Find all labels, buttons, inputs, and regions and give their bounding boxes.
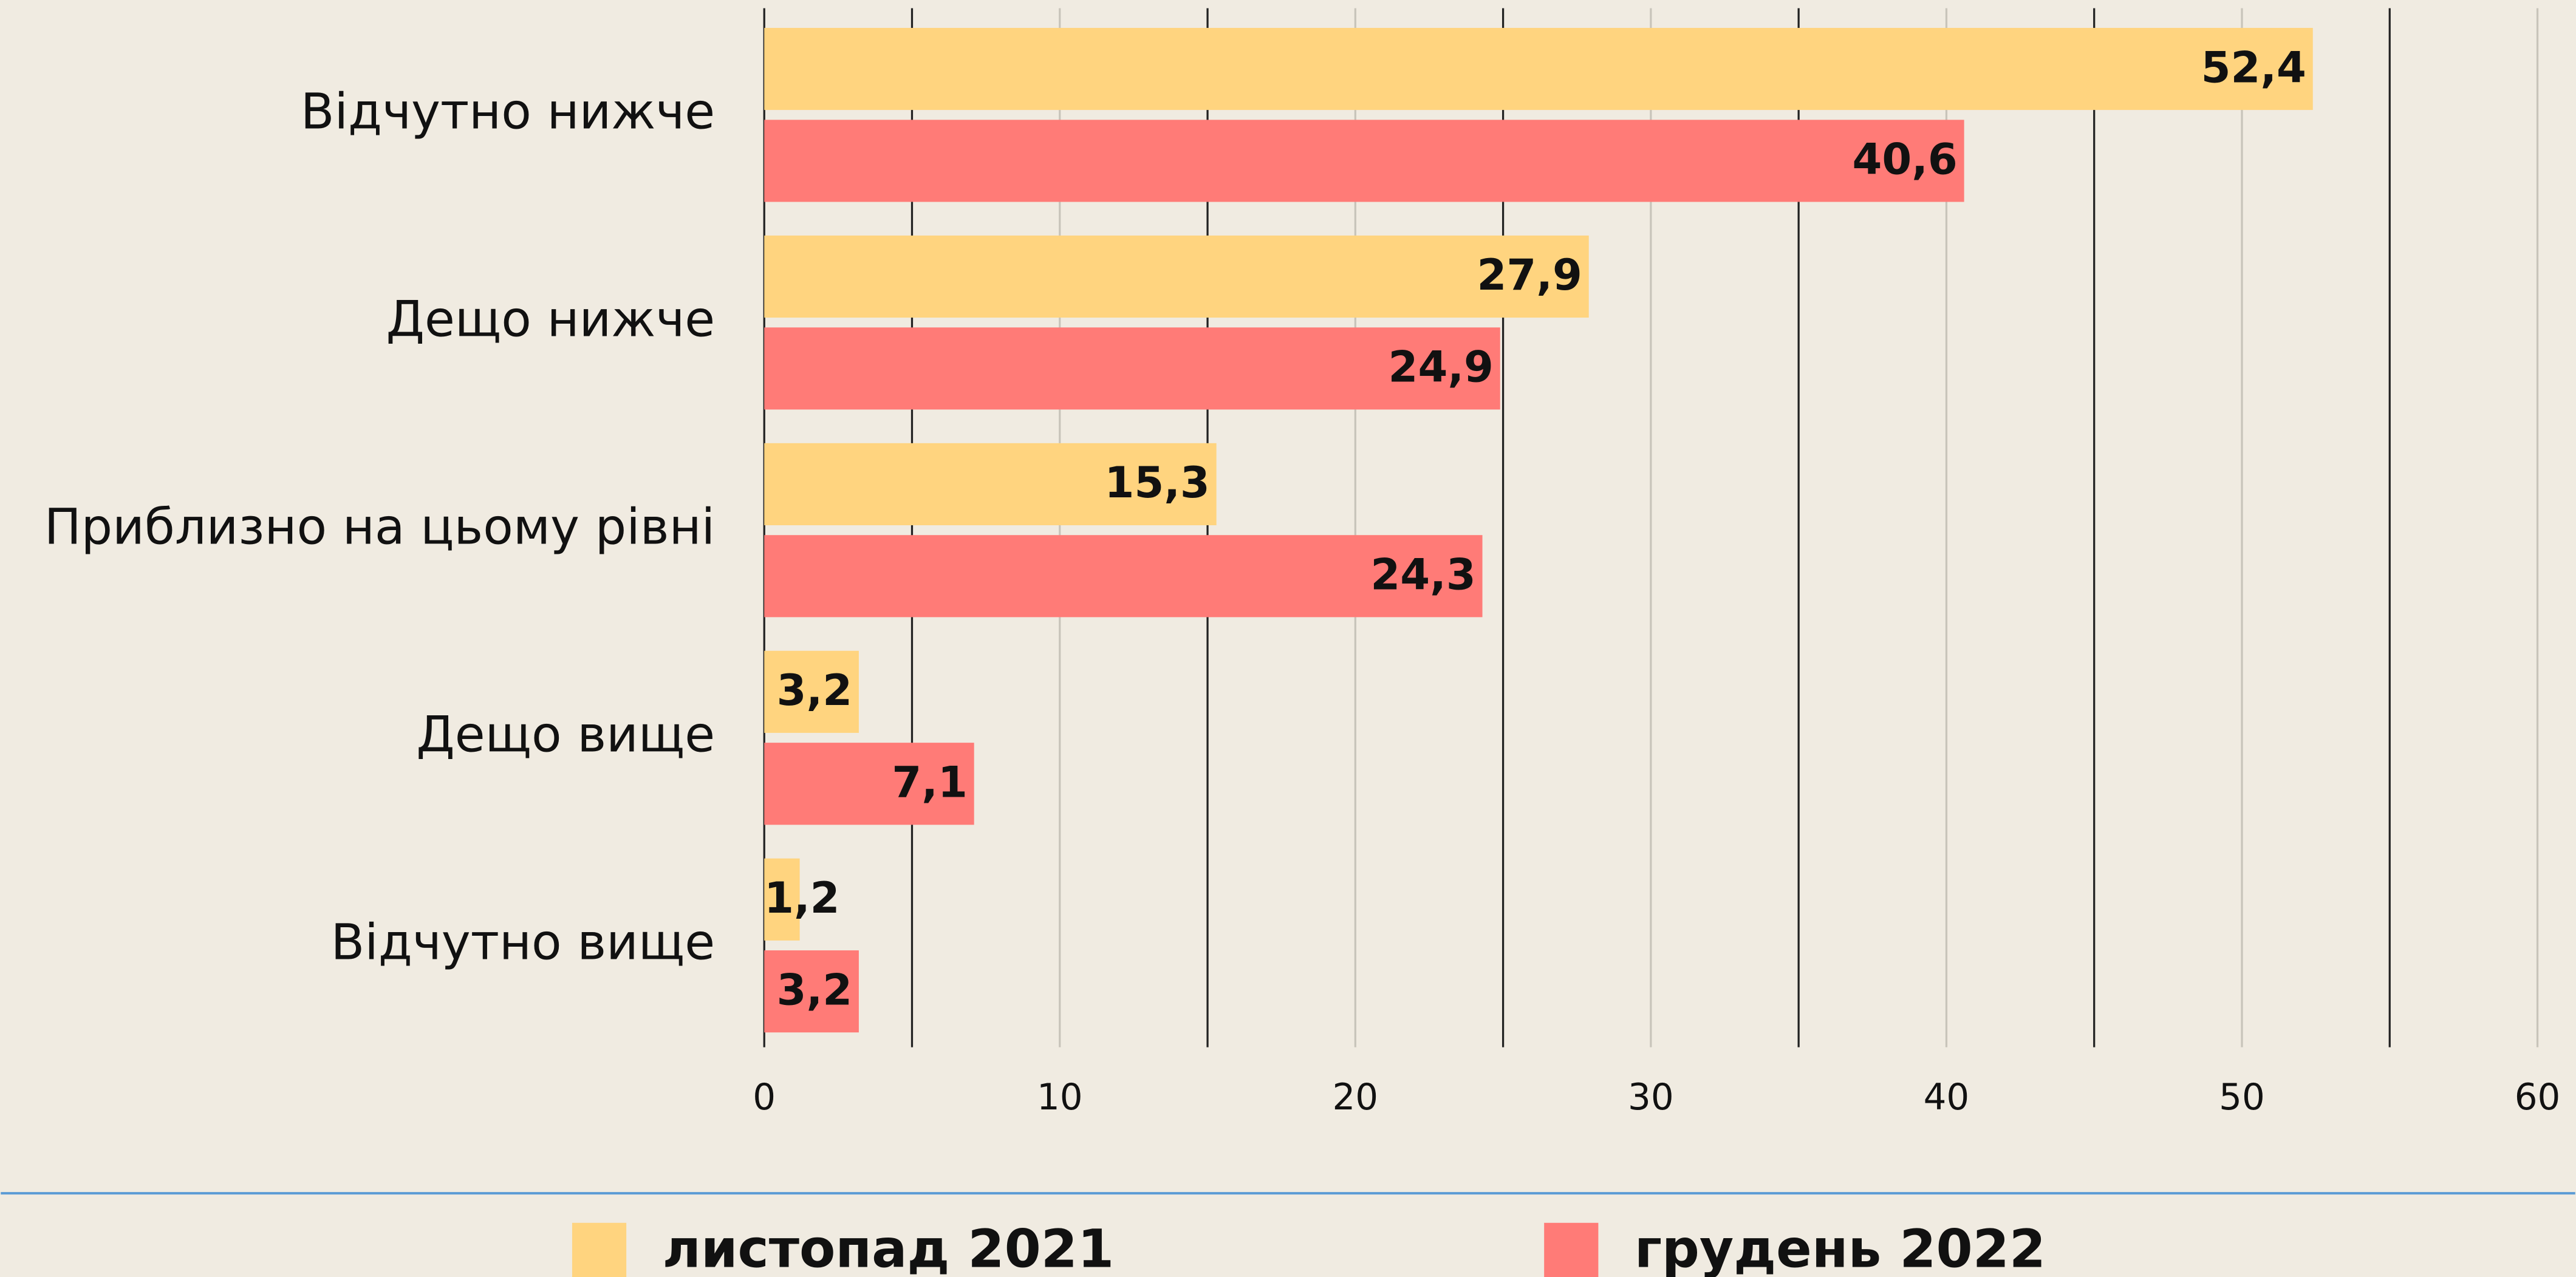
value-label: 3,2 xyxy=(777,666,852,715)
bar xyxy=(764,235,1589,318)
value-label: 24,3 xyxy=(1370,550,1475,600)
category-label: Приблизно на цьому рівні xyxy=(44,499,715,556)
bar xyxy=(764,27,2313,111)
bar xyxy=(764,120,1964,202)
bar xyxy=(764,535,1483,618)
value-label: 7,1 xyxy=(892,757,967,807)
value-label: 52,4 xyxy=(2201,43,2306,92)
bar xyxy=(764,327,1500,410)
bar xyxy=(764,743,974,825)
x-tick-label: 30 xyxy=(1628,1077,1674,1119)
category-label: Дещо нижче xyxy=(386,291,715,349)
value-label: 1,2 xyxy=(764,873,839,923)
value-label: 40,6 xyxy=(1852,135,1957,185)
legend-label: грудень 2022 xyxy=(1635,1219,2046,1277)
category-label: Відчутно вище xyxy=(331,914,715,971)
value-label: 27,9 xyxy=(1477,250,1582,300)
legend-label: листопад 2021 xyxy=(663,1219,1115,1277)
bar xyxy=(764,950,859,1033)
x-tick-label: 0 xyxy=(753,1077,776,1119)
legend-swatch xyxy=(1544,1222,1599,1277)
x-tick-label: 20 xyxy=(1332,1077,1378,1119)
x-tick-label: 60 xyxy=(2515,1077,2561,1119)
category-label: Дещо вище xyxy=(416,706,715,763)
value-label: 24,9 xyxy=(1389,342,1494,392)
x-tick-label: 40 xyxy=(1924,1077,1970,1119)
x-tick-label: 10 xyxy=(1037,1077,1083,1119)
value-label: 3,2 xyxy=(777,965,852,1015)
x-tick-label: 50 xyxy=(2219,1077,2265,1119)
bar xyxy=(764,858,800,941)
bar xyxy=(764,650,859,733)
legend-swatch xyxy=(572,1222,627,1277)
category-label: Відчутно нижче xyxy=(301,84,715,141)
bar xyxy=(764,443,1217,525)
value-label: 15,3 xyxy=(1104,458,1209,508)
